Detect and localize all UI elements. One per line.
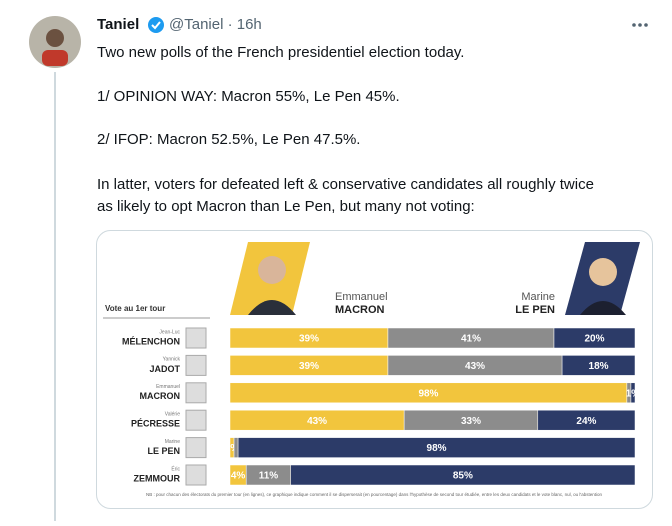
category-icon — [185, 382, 207, 404]
value-label: 33% — [461, 416, 481, 427]
value-label: 24% — [576, 416, 596, 427]
value-label: 1% — [626, 388, 641, 399]
tweet-text: 2/ IFOP: Macron 52.5%, Le Pen 47.5%. — [97, 131, 360, 148]
verified-check — [151, 21, 161, 30]
row-header: Vote au 1er tour — [105, 304, 165, 313]
value-label: 43% — [465, 361, 485, 372]
category-icon — [185, 354, 207, 376]
bar-segment — [630, 382, 636, 404]
author-name[interactable]: Taniel — [97, 16, 139, 33]
category-first-name: Valérie — [165, 412, 180, 418]
category-label: MÉLENCHON — [122, 336, 180, 346]
avatar-face — [46, 29, 64, 47]
value-label: 39% — [299, 361, 319, 372]
value-label: 11% — [259, 471, 279, 482]
tweet-text: 1/ OPINION WAY: Macron 55%, Le Pen 45%. — [97, 88, 400, 105]
category-label: ZEMMOUR — [134, 473, 181, 483]
more-menu[interactable] — [632, 23, 648, 27]
category-icon — [185, 409, 207, 431]
legend-first-name: Emmanuel — [335, 291, 388, 303]
category-icon — [185, 437, 207, 459]
value-label: 1% — [225, 443, 240, 454]
legend-name: MACRON — [335, 304, 385, 316]
category-label: MACRON — [140, 391, 181, 401]
value-label: 43% — [307, 416, 327, 427]
verified-badge — [148, 17, 164, 33]
bar-segment — [537, 409, 636, 431]
category-first-name: Yannick — [163, 357, 181, 363]
footnote: NB : pour chacun des électorats du premi… — [146, 492, 602, 497]
category-label: LE PEN — [147, 446, 180, 456]
byline[interactable]: @Taniel · 16h — [169, 16, 262, 33]
bar-segment — [561, 355, 636, 376]
tweet-text: In latter, voters for defeated left & co… — [97, 176, 594, 193]
bar-segment — [553, 327, 636, 349]
value-label: 4% — [231, 471, 246, 482]
value-label: 98% — [418, 388, 438, 399]
value-label: 18% — [589, 361, 609, 372]
tweet-text: as likely to opt Macron than Le Pen, but… — [97, 198, 475, 215]
category-label: JADOT — [149, 364, 180, 374]
category-first-name: Marine — [165, 439, 181, 445]
portrait — [580, 301, 626, 315]
portrait — [248, 300, 296, 315]
bar-segment — [237, 437, 636, 458]
value-label: 98% — [427, 443, 447, 454]
bar-segment — [233, 437, 239, 458]
category-label: PÉCRESSE — [131, 419, 180, 429]
category-icon — [185, 327, 207, 349]
category-icon — [185, 464, 207, 486]
value-label: 20% — [584, 334, 604, 345]
value-label: 39% — [299, 334, 319, 345]
portrait — [589, 258, 617, 286]
tweet-text: Two new polls of the French presidentiel… — [97, 44, 464, 61]
legend-first-name: Marine — [521, 291, 555, 303]
bar-segment — [290, 464, 636, 486]
category-first-name: Jean-Luc — [159, 329, 180, 335]
value-label: 85% — [453, 471, 473, 482]
value-label: 41% — [461, 334, 481, 345]
category-first-name: Emmanuel — [156, 384, 180, 390]
legend-name: LE PEN — [515, 304, 555, 316]
portrait — [258, 256, 286, 284]
category-first-name: Éric — [171, 465, 180, 472]
avatar-shirt — [42, 50, 68, 66]
